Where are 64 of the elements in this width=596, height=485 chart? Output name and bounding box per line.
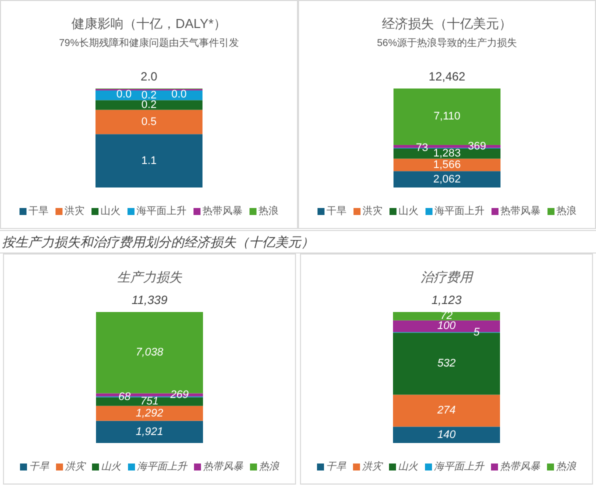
chart-title: 健康影响（十亿，DALY*）	[71, 16, 227, 31]
legend-label: 洪灾	[64, 205, 84, 217]
legend-label: 海平面上升	[136, 205, 186, 217]
legend-label: 热浪	[258, 205, 278, 217]
bar	[96, 406, 203, 421]
data-label: 1,566	[433, 158, 461, 171]
data-label: 0.2	[141, 89, 157, 102]
bar	[96, 100, 202, 110]
data-label: 0.5	[141, 116, 157, 128]
data-label: 1,292	[136, 407, 164, 420]
legend-label: 山火	[100, 205, 120, 217]
bar	[393, 426, 500, 443]
bar	[393, 312, 500, 320]
data-label: 5	[473, 326, 480, 338]
legend-label: 山火	[398, 205, 418, 217]
bar	[394, 171, 500, 188]
legend-label: 干旱	[29, 462, 50, 472]
data-label: 274	[436, 404, 456, 417]
bar	[96, 110, 202, 134]
data-label: 0.0	[116, 88, 132, 100]
data-label: 140	[437, 428, 457, 441]
chart-subtitle: 56%源于热浪导致的生产力损失	[376, 37, 518, 49]
data-label: 0.2	[141, 99, 157, 111]
legend-label: 热浪	[556, 460, 577, 472]
legend-label: 洪灾	[65, 460, 87, 472]
legend-label: 热浪	[556, 205, 576, 217]
data-label: 2,062	[433, 173, 461, 186]
text: 按生产力损失和治疗费用划分的经济损失（十亿美元）	[2, 234, 314, 250]
legend-label: 热带风暴	[203, 460, 244, 472]
legend-label: 海平面上升	[137, 460, 188, 472]
legend-label: 山火	[398, 460, 418, 472]
data-label: 1,283	[433, 148, 461, 160]
data-label: 7,038	[136, 346, 164, 359]
bar	[96, 134, 202, 188]
legend-label: 海平面上升	[434, 205, 484, 217]
data-label: 7,110	[434, 110, 460, 123]
bar	[96, 420, 203, 443]
total-label: 1,123	[431, 293, 462, 307]
chart-title: 经济损失（十亿美元）	[382, 16, 512, 31]
data-label: 0.0	[171, 88, 187, 100]
legend-label: 洪灾	[362, 460, 384, 472]
legend-label: 干旱	[326, 462, 347, 472]
data-label: 532	[437, 358, 456, 370]
total-label: 11,339	[132, 293, 168, 307]
bar	[394, 158, 500, 172]
legend-label: 山火	[101, 460, 121, 472]
data-label: 751	[140, 396, 159, 408]
chart-title: 生产力损失	[117, 270, 183, 284]
legend-label: 热带风暴	[500, 460, 541, 472]
legend-label: 干旱	[326, 206, 346, 217]
total-label: 2.0	[140, 70, 158, 84]
bar	[393, 394, 500, 427]
chart-subtitle: 79%长期残障和健康问题由天气事件引发	[58, 37, 240, 49]
legend-label: 海平面上升	[434, 460, 485, 472]
chart-title: 治疗费用	[420, 270, 474, 284]
data-label: 1,921	[136, 426, 164, 438]
data-label: 1.1	[141, 154, 157, 167]
data-label: 100	[437, 320, 457, 332]
legend-label: 干旱	[28, 206, 48, 217]
legend-label: 洪灾	[362, 205, 382, 217]
legend-label: 热浪	[259, 460, 280, 472]
total-label: 12,462	[428, 70, 466, 84]
legend-label: 热带风暴	[202, 205, 242, 217]
legend-label: 热带风暴	[500, 205, 540, 217]
